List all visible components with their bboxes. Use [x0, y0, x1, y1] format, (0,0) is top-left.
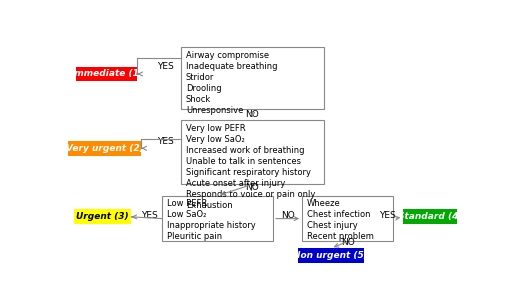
- Bar: [68, 141, 141, 156]
- Text: Very low PEFR
Very low SaO₂
Increased work of breathing
Unable to talk in senten: Very low PEFR Very low SaO₂ Increased wo…: [186, 124, 315, 210]
- Text: YES: YES: [157, 138, 174, 146]
- Bar: [76, 67, 137, 81]
- Bar: [162, 196, 273, 241]
- Text: Airway compromise
Inadequate breathing
Stridor
Drooling
Shock
Unresponsive: Airway compromise Inadequate breathing S…: [186, 50, 278, 115]
- Bar: [181, 47, 324, 109]
- Text: Standard (4): Standard (4): [398, 212, 462, 221]
- Text: NO: NO: [281, 211, 295, 220]
- Text: YES: YES: [379, 211, 396, 220]
- Text: Immediate (1): Immediate (1): [71, 69, 143, 78]
- Bar: [403, 209, 457, 224]
- Text: Low PEFR
Low SaO₂
Inappropriate history
Pleuritic pain: Low PEFR Low SaO₂ Inappropriate history …: [167, 199, 255, 241]
- Text: NO: NO: [341, 238, 355, 247]
- Text: Urgent (3): Urgent (3): [76, 212, 129, 221]
- Text: Non urgent (5): Non urgent (5): [293, 251, 368, 260]
- Text: Wheeze
Chest infection
Chest injury
Recent problem: Wheeze Chest infection Chest injury Rece…: [307, 199, 374, 241]
- Text: Very urgent (2): Very urgent (2): [66, 144, 143, 153]
- Bar: [181, 120, 324, 184]
- Text: NO: NO: [246, 183, 260, 192]
- Text: YES: YES: [141, 211, 158, 220]
- Text: NO: NO: [246, 110, 260, 119]
- Text: YES: YES: [157, 62, 174, 71]
- Bar: [302, 196, 393, 241]
- Bar: [74, 209, 132, 224]
- Bar: [298, 248, 364, 263]
